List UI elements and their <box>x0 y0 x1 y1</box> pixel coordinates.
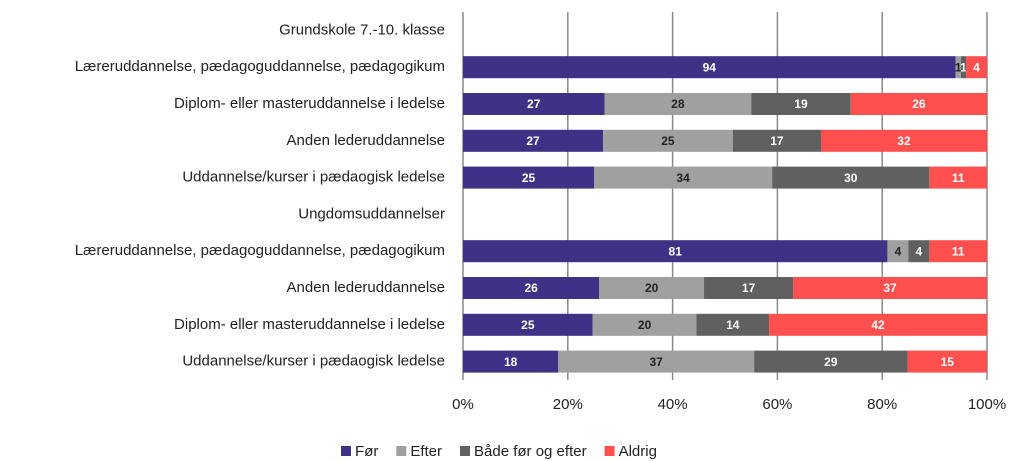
bar-segment <box>463 350 559 373</box>
y-tick-label: Læreruddannelse, pædagoguddannelse, pæda… <box>75 242 445 259</box>
y-tick-label: Diplom- eller masteruddannelse i ledelse <box>174 95 445 112</box>
legend-swatch <box>604 446 615 456</box>
x-tick-label: 100% <box>968 396 1006 413</box>
legend-swatch <box>396 446 407 456</box>
y-tick-label: Diplom- eller masteruddannelse i ledelse <box>174 316 445 333</box>
bar-segment <box>599 277 705 299</box>
bar-segment <box>966 56 987 79</box>
value-label: 19 <box>794 97 808 111</box>
value-label: 25 <box>521 318 535 332</box>
x-tick-label: 20% <box>553 396 583 413</box>
y-tick-label: Uddannelse/kurser i pædaogisk ledelse <box>182 353 445 370</box>
bar-segment <box>929 166 987 189</box>
value-label: 20 <box>638 318 652 332</box>
legend-label: Efter <box>410 443 442 460</box>
value-label: 81 <box>669 244 683 258</box>
value-label: 30 <box>844 171 858 185</box>
value-label: 26 <box>524 281 538 295</box>
bar-segment <box>772 166 930 189</box>
value-label: 29 <box>824 355 838 369</box>
value-label: 15 <box>941 355 955 369</box>
value-label: 37 <box>883 281 897 295</box>
y-tick-label: Anden lederuddannelse <box>287 132 445 149</box>
bar-segment <box>908 240 930 263</box>
bar-segment <box>463 129 604 152</box>
legend-label: Aldrig <box>619 443 657 460</box>
legend-swatch <box>460 446 471 456</box>
bar-segment <box>463 240 888 263</box>
bar-segment <box>594 166 773 189</box>
bar-segment <box>929 240 987 263</box>
value-label: 11 <box>952 171 965 185</box>
value-label: 32 <box>897 134 911 148</box>
bar-segment <box>463 93 605 115</box>
bar-segment <box>887 240 909 263</box>
bar-segment <box>907 350 987 373</box>
value-label: 25 <box>522 171 536 185</box>
bar-segment <box>793 277 987 299</box>
bar-segment <box>463 313 593 336</box>
bar-segment <box>751 93 851 115</box>
value-label: 28 <box>671 97 685 111</box>
value-label: 17 <box>742 281 756 295</box>
value-label: 27 <box>527 97 541 111</box>
value-label: 27 <box>526 134 540 148</box>
y-tick-label: Ungdomsuddannelser <box>298 205 445 222</box>
bar-segment <box>592 313 697 336</box>
x-tick-label: 40% <box>658 396 688 413</box>
value-label: 34 <box>676 171 690 185</box>
y-tick-label: Anden lederuddannelse <box>287 279 445 296</box>
value-label: 37 <box>650 355 664 369</box>
bar-segment <box>463 56 956 79</box>
y-tick-label: Uddannelse/kurser i pædaogisk ledelse <box>182 169 445 186</box>
bar-segment <box>955 56 961 79</box>
x-tick-label: 80% <box>867 396 897 413</box>
value-label: 1 <box>960 60 967 74</box>
legend-label: Både før og efter <box>474 443 587 460</box>
value-label: 11 <box>952 244 965 258</box>
value-label: 4 <box>973 60 980 74</box>
y-tick-label: Grundskole 7.-10. klasse <box>279 21 445 38</box>
value-label: 1 <box>955 60 962 74</box>
x-tick-label: 60% <box>762 396 792 413</box>
value-label: 17 <box>770 134 784 148</box>
y-tick-label: Læreruddannelse, pædagoguddannelse, pæda… <box>75 58 445 75</box>
bar-segment <box>732 129 821 152</box>
bar-segment <box>696 313 770 336</box>
value-label: 20 <box>645 281 659 295</box>
bar-segment <box>960 56 967 79</box>
bar-segment <box>604 93 752 115</box>
value-label: 18 <box>504 355 518 369</box>
value-label: 4 <box>895 244 902 258</box>
bar-segment <box>820 129 987 152</box>
bar-segment <box>769 313 987 336</box>
value-label: 25 <box>661 134 675 148</box>
bar-segment <box>603 129 733 152</box>
bar-segment <box>463 277 600 299</box>
value-label: 4 <box>916 244 923 258</box>
x-tick-label: 0% <box>452 396 474 413</box>
bar-segment <box>850 93 987 115</box>
legend-swatch <box>341 446 351 456</box>
bar-segment <box>558 350 755 373</box>
bar-segment <box>754 350 908 373</box>
bar-segment <box>704 277 794 299</box>
value-label: 14 <box>726 318 740 332</box>
value-label: 42 <box>871 318 885 332</box>
value-label: 94 <box>703 60 717 74</box>
legend-label: Før <box>355 443 378 460</box>
value-label: 26 <box>912 97 926 111</box>
bar-segment <box>463 166 594 189</box>
